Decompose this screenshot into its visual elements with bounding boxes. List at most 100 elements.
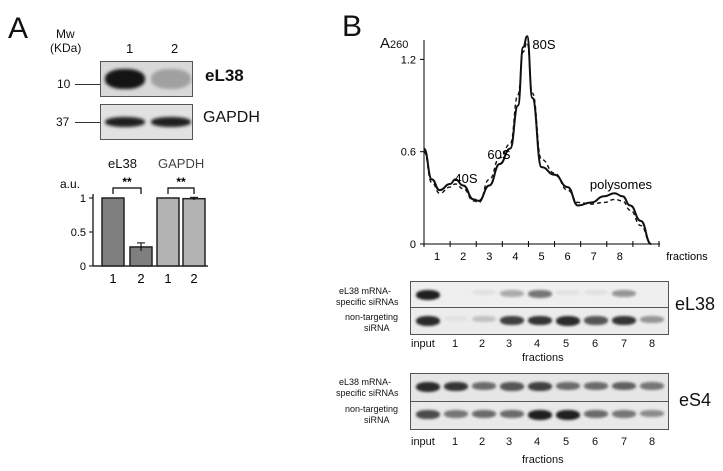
lane-label: 7: [621, 338, 628, 350]
blot-band: [472, 290, 496, 295]
significance-bracket: [112, 187, 142, 194]
bar: [101, 197, 125, 267]
blot-band: [584, 382, 608, 390]
blot-band: [584, 316, 608, 325]
blot-gapdh: [100, 104, 193, 140]
marker-tick: [75, 84, 101, 85]
lane-label: 4: [534, 338, 541, 350]
blot-el38: [100, 61, 193, 97]
blot-band: [500, 382, 524, 391]
bar-chart-y-tick-label: 0.5: [71, 227, 86, 239]
group-label-gapdh: GAPDH: [158, 156, 205, 171]
blot-band: [556, 382, 580, 390]
blot-band: [612, 410, 636, 418]
blot-band: [612, 290, 636, 297]
blot-band: [500, 290, 524, 297]
blot-group-es4-protein-label: eS4: [679, 390, 712, 410]
lane-label-2: 2: [171, 41, 179, 56]
blot-band: [500, 410, 524, 418]
profile-x-axis-label: fractions: [666, 251, 708, 263]
blot-band: [105, 69, 145, 89]
bar-x-tick-label: 1: [109, 271, 116, 286]
lane-label: 2: [479, 436, 486, 448]
lane-label: 3: [506, 338, 513, 350]
blot-el38-nontargeting: [410, 307, 669, 335]
bar-x-tick-label: 2: [137, 271, 144, 286]
blot-band: [528, 290, 552, 298]
blot-band: [556, 290, 580, 295]
row-label: siRNA: [364, 323, 390, 333]
profile-x-tick-label: 3: [486, 251, 492, 263]
lane-label: 8: [649, 338, 656, 350]
blot-band: [556, 316, 580, 326]
row-label: specific siRNAs: [336, 388, 399, 398]
profile-x-tick-label: 2: [460, 251, 466, 263]
lane-label: input: [411, 338, 435, 350]
group-label-el38: eL38: [108, 156, 137, 171]
blot-band: [640, 316, 664, 323]
peak-label: 40S: [454, 171, 477, 186]
bar-x-tick-label: 1: [164, 271, 171, 286]
profile-x-tick-label: 5: [538, 251, 544, 263]
blot-band: [472, 382, 496, 390]
blot-es4-nontargeting: [410, 401, 669, 430]
row-label: specific siRNAs: [336, 297, 399, 307]
blot-band: [416, 382, 440, 392]
blot-group-el38-fractions-label: fractions: [522, 352, 564, 364]
blot-band: [416, 316, 440, 326]
lane-label-1: 1: [126, 41, 134, 56]
marker-37: 37: [56, 115, 70, 129]
panel-a-letter: A: [8, 12, 29, 45]
mw-label: Mw: [56, 27, 75, 41]
lane-label: input: [411, 436, 435, 448]
blot-band: [151, 117, 191, 127]
blot-gapdh-label: GAPDH: [203, 109, 260, 126]
blot-band: [584, 290, 608, 295]
blot-band: [472, 410, 496, 418]
bar-chart-y-tick-label: 1: [80, 193, 86, 205]
lane-label: 7: [621, 436, 628, 448]
blot-band: [416, 410, 440, 419]
peak-label: polysomes: [590, 177, 653, 192]
blot-band: [105, 117, 145, 127]
blot-band: [556, 410, 580, 420]
blot-el38-label: eL38: [205, 66, 244, 85]
blot-band: [472, 316, 496, 322]
blot-band: [444, 316, 468, 321]
row-label: non-targeting: [345, 404, 399, 414]
row-label: eL38 mRNA-: [339, 377, 392, 387]
row-label: non-targeting: [345, 312, 399, 322]
marker-tick: [75, 122, 101, 123]
blot-band: [151, 69, 191, 89]
blot-band: [416, 290, 440, 300]
mw-unit-label: (KDa): [50, 41, 82, 55]
blot-band: [612, 316, 636, 325]
bar-x-tick-label: 2: [190, 271, 197, 286]
blot-group-es4-fractions-label: fractions: [522, 454, 564, 466]
significance-marker: **: [122, 175, 132, 189]
lane-label: 1: [452, 338, 459, 350]
lane-label: 2: [479, 338, 486, 350]
lane-label: 6: [592, 338, 599, 350]
peak-label: 80S: [532, 37, 555, 52]
panel-b-letter: B: [342, 10, 363, 43]
profile-x-tick-label: 1: [434, 251, 440, 263]
bar: [156, 197, 180, 267]
blot-band: [444, 382, 468, 391]
blot-band: [444, 410, 468, 418]
blot-band: [528, 410, 552, 420]
lane-label: 3: [506, 436, 513, 448]
bar-chart-y-tick-label: 0: [80, 261, 86, 273]
row-label: siRNA: [364, 415, 390, 425]
profile-line-dashed: [423, 41, 652, 245]
blot-band: [528, 382, 552, 391]
profile-y-tick-label: 0.6: [401, 147, 416, 159]
lane-label: 4: [534, 436, 541, 448]
profile-x-tick-label: 6: [565, 251, 571, 263]
blot-band: [584, 410, 608, 418]
bar-chart-y-label: a.u.: [60, 177, 80, 191]
bar: [182, 197, 206, 267]
significance-marker: **: [176, 175, 186, 189]
profile-x-tick-label: 7: [591, 251, 597, 263]
profile-line-solid: [423, 35, 652, 245]
